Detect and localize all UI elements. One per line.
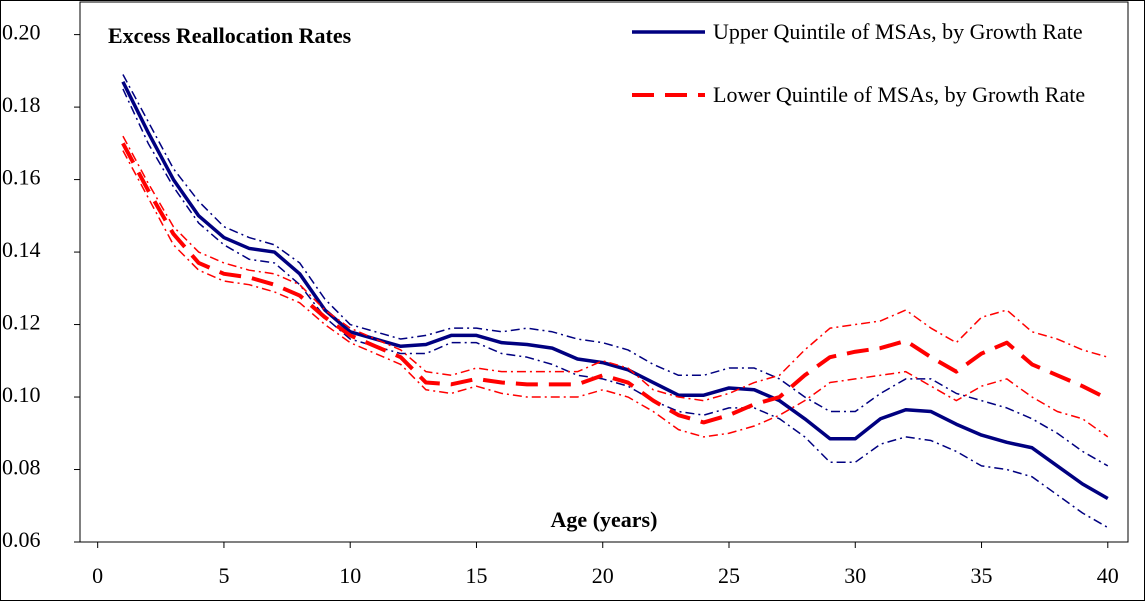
x-tick-label: 35: [971, 563, 993, 588]
x-tick-label: 25: [718, 563, 740, 588]
series-line: [121, 142, 1109, 425]
series-line: [121, 80, 1109, 501]
band-line: [122, 150, 1109, 438]
x-tick-label: 15: [465, 563, 487, 588]
y-tick-label: 0.08: [2, 455, 41, 480]
band-line: [122, 74, 1109, 467]
legend-label: Lower Quintile of MSAs, by Growth Rate: [713, 82, 1086, 107]
y-tick-label: 0.18: [2, 92, 41, 117]
x-tick-label: 5: [218, 563, 229, 588]
legend-label: Upper Quintile of MSAs, by Growth Rate: [713, 19, 1083, 44]
plot-border: [79, 1, 1129, 543]
x-tick-label: 0: [92, 563, 103, 588]
y-tick-label: 0.14: [2, 237, 41, 262]
x-axis-label: Age (years): [551, 507, 658, 532]
y-tick-label: 0.12: [2, 310, 41, 335]
y-tick-label: 0.16: [2, 165, 41, 190]
x-tick-label: 20: [592, 563, 614, 588]
x-tick-label: 30: [844, 563, 866, 588]
band-line: [122, 135, 1109, 402]
y-tick-label: 0.10: [2, 382, 41, 407]
y-tick-label: 0.06: [2, 527, 41, 552]
chart-title: Excess Reallocation Rates: [108, 23, 352, 48]
y-tick-label: 0.20: [2, 20, 41, 45]
x-tick-label: 40: [1097, 563, 1119, 588]
x-tick-label: 10: [339, 563, 361, 588]
band-line: [122, 88, 1109, 529]
